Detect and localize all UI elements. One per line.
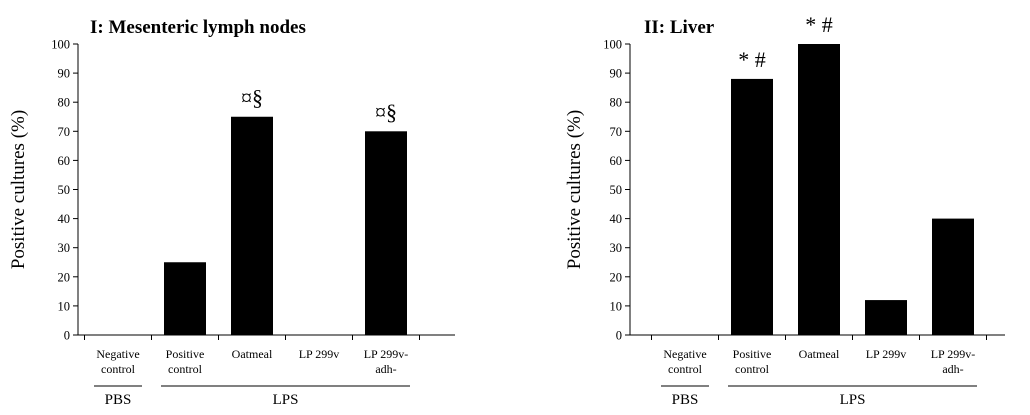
- x-category-label: control: [668, 362, 703, 376]
- x-category-label: control: [735, 362, 770, 376]
- y-tick-label: 40: [610, 212, 623, 226]
- y-tick-label: 30: [610, 241, 623, 255]
- bar-oatmeal: [798, 44, 840, 335]
- y-tick-label: 60: [610, 154, 623, 168]
- y-tick-label: 20: [58, 270, 71, 284]
- y-tick-label: 70: [58, 125, 71, 139]
- y-tick-label: 80: [610, 96, 623, 110]
- bar-lp-299v-adh: [365, 131, 407, 335]
- x-category-label: Oatmeal: [799, 347, 840, 361]
- x-category-label: adh-: [942, 362, 963, 376]
- bar-positive-control: [731, 78, 773, 336]
- bar-positive-control: [164, 262, 206, 335]
- y-tick-label: 90: [610, 67, 623, 81]
- y-tick-label: 100: [51, 38, 70, 52]
- y-axis-label: Positive cultures (%): [8, 110, 29, 269]
- x-category-label: LP 299v: [299, 347, 340, 361]
- x-category-label: Positive: [733, 347, 772, 361]
- chart-panel-2: II: Liver Positive cultures (%) 0 10 20 30 40 5…: [564, 12, 1005, 408]
- significance-marker: ¤§: [375, 99, 397, 124]
- significance-marker: * #: [805, 12, 833, 37]
- y-tick-label: 0: [64, 329, 70, 343]
- significance-marker: ¤§: [241, 85, 263, 110]
- y-tick-label: 10: [610, 299, 623, 313]
- chart-panel-1: I: Mesenteric lymph nodes Positive cultur…: [8, 17, 455, 408]
- y-tick-label: 10: [58, 299, 71, 313]
- x-category-label: LP 299v-: [931, 347, 976, 361]
- bar-lp-299v: [865, 300, 907, 335]
- bar-lp-299v-adh: [932, 218, 974, 335]
- y-axis-label: Positive cultures (%): [564, 110, 585, 269]
- significance-marker: * #: [738, 47, 766, 72]
- x-category-label: Negative: [663, 347, 706, 361]
- y-tick-label: 80: [58, 96, 71, 110]
- chart-title: II: Liver: [644, 17, 715, 38]
- y-tick-label: 60: [58, 154, 71, 168]
- x-category-label: control: [101, 362, 136, 376]
- group-label: PBS: [105, 392, 132, 408]
- y-tick-label: 50: [610, 183, 623, 197]
- y-tick-label: 20: [610, 270, 623, 284]
- bar-oatmeal: [231, 116, 273, 335]
- x-category-label: adh-: [375, 362, 396, 376]
- y-tick-label: 70: [610, 125, 623, 139]
- y-tick-label: 0: [616, 329, 622, 343]
- y-tick-label: 90: [58, 67, 71, 81]
- x-category-label: LP 299v: [866, 347, 907, 361]
- y-tick-label: 40: [58, 212, 71, 226]
- x-category-label: Positive: [166, 347, 205, 361]
- group-label: LPS: [840, 392, 866, 408]
- group-label: LPS: [273, 392, 299, 408]
- y-tick-label: 50: [58, 183, 71, 197]
- x-category-label: Oatmeal: [232, 347, 273, 361]
- x-category-label: LP 299v-: [364, 347, 409, 361]
- group-label: PBS: [672, 392, 699, 408]
- chart-title: I: Mesenteric lymph nodes: [90, 17, 306, 38]
- x-category-label: Negative: [96, 347, 139, 361]
- y-tick-label: 100: [603, 38, 622, 52]
- x-category-label: control: [168, 362, 203, 376]
- y-tick-label: 30: [58, 241, 71, 255]
